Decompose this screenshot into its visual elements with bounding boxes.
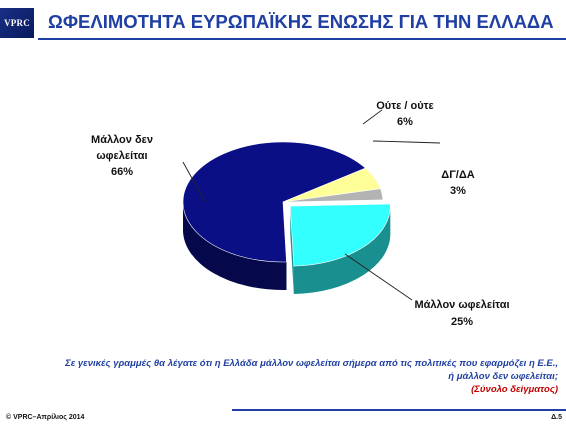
label-neither-name: Ούτε / ούτε xyxy=(376,100,434,112)
leader-dk xyxy=(372,140,441,144)
logo-text: VPRC xyxy=(4,18,30,28)
survey-question: Σε γενικές γραμμές θα λέγατε ότι η Ελλάδ… xyxy=(18,357,558,396)
title-underline xyxy=(38,38,566,40)
label-not-benefit-name-2: ωφελείται xyxy=(96,150,147,162)
copyright: © VPRC–Απρίλιος 2014 xyxy=(6,414,85,421)
label-not-benefit-name-1: Μάλλον δεν xyxy=(91,134,153,146)
leader-neither xyxy=(362,109,383,125)
pie-side-1 xyxy=(182,202,287,290)
leader-not-benefit xyxy=(182,161,206,203)
pie-cut-face xyxy=(290,206,294,295)
label-benefit-name: Μάλλον ωφελείται xyxy=(414,299,509,311)
pie-side-0 xyxy=(293,206,391,295)
page-title: ΩΦΕΛΙΜΟΤΗΤΑ ΕΥΡΩΠΑΪΚΗΣ ΕΝΩΣΗΣ ΓΙΑ ΤΗΝ ΕΛ… xyxy=(48,11,554,32)
pie-slice-μάλλον-ωφελείται xyxy=(289,203,391,267)
question-line-2: ή μάλλον δεν ωφελείται; xyxy=(448,371,558,382)
header: VPRC ΩΦΕΛΙΜΟΤΗΤΑ ΕΥΡΩΠΑΪΚΗΣ ΕΝΩΣΗΣ ΓΙΑ Τ… xyxy=(0,0,566,42)
leader-benefit xyxy=(344,253,413,301)
label-benefit-value: 25% xyxy=(451,316,473,328)
leader-lines xyxy=(182,109,441,301)
pie-slice-δγ-δα xyxy=(282,188,384,203)
vprc-logo: VPRC xyxy=(0,8,34,38)
footer-rule xyxy=(232,409,566,411)
question-line-1: Σε γενικές γραμμές θα λέγατε ότι η Ελλάδ… xyxy=(65,358,558,369)
label-neither-value: 6% xyxy=(397,116,413,128)
pie-chart: Ούτε / ούτε 6% ΔΓ/ΔΑ 3% Μάλλον δεν ωφελε… xyxy=(91,100,510,328)
pie-slice-μάλλον-δεν-ωφελείται xyxy=(182,141,367,263)
label-not-benefit-value: 66% xyxy=(111,166,133,178)
page-number: Δ.5 xyxy=(551,414,562,421)
label-dk-value: 3% xyxy=(450,185,466,197)
label-dk-name: ΔΓ/ΔΑ xyxy=(441,169,474,181)
pie-layer xyxy=(182,141,391,295)
sample-note: (Σύνολο δείγματος) xyxy=(471,384,558,395)
